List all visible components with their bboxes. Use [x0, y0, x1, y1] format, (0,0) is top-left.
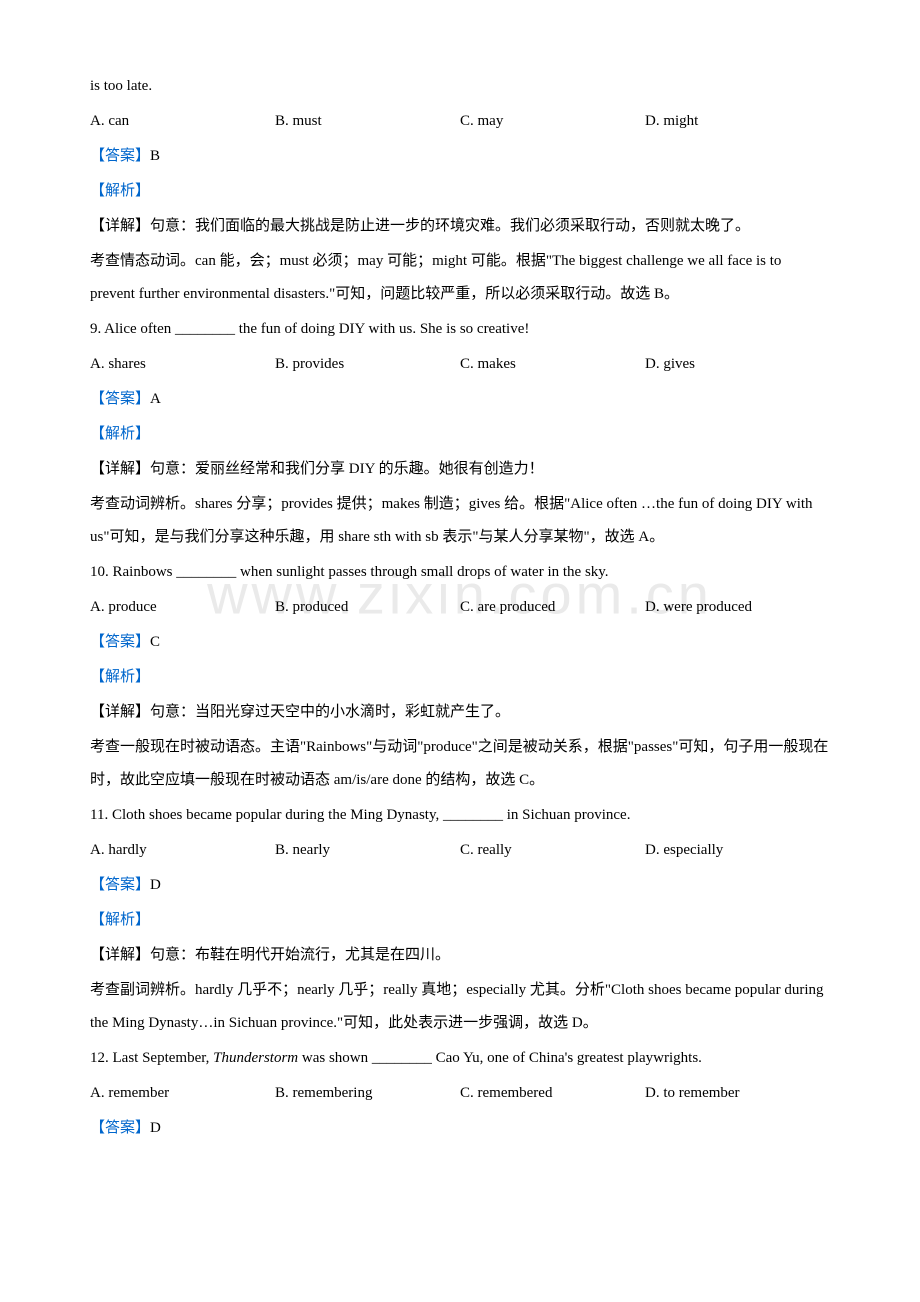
- q12-answer: 【答案】D: [90, 1112, 830, 1145]
- q8-detail2: 考查情态动词。can 能，会；must 必须；may 可能；might 可能。根…: [90, 245, 830, 311]
- q9-opt-a: A. shares: [90, 348, 275, 381]
- q8-opt-c: C. may: [460, 105, 645, 138]
- q8-stem-cont: is too late.: [90, 70, 830, 103]
- q9-stem: 9. Alice often ________ the fun of doing…: [90, 313, 830, 346]
- q10-opt-c: C. are produced: [460, 591, 645, 624]
- q12-answer-label: 【答案】: [90, 1120, 150, 1136]
- q8-answer-val: B: [150, 148, 160, 164]
- q12-opt-c: C. remembered: [460, 1077, 645, 1110]
- q8-options: A. can B. must C. may D. might: [90, 105, 830, 138]
- q10-answer: 【答案】C: [90, 626, 830, 659]
- q12-stem-post: was shown ________ Cao Yu, one of China'…: [298, 1050, 702, 1066]
- q11-answer-val: D: [150, 877, 161, 893]
- q10-detail2: 考查一般现在时被动语态。主语"Rainbows"与动词"produce"之间是被…: [90, 731, 830, 797]
- q12-opt-b: B. remembering: [275, 1077, 460, 1110]
- q8-opt-a: A. can: [90, 105, 275, 138]
- q11-options: A. hardly B. nearly C. really D. especia…: [90, 834, 830, 867]
- q11-opt-c: C. really: [460, 834, 645, 867]
- q11-answer-label: 【答案】: [90, 877, 150, 893]
- q10-stem: 10. Rainbows ________ when sunlight pass…: [90, 556, 830, 589]
- q11-stem: 11. Cloth shoes became popular during th…: [90, 799, 830, 832]
- q10-analysis-label: 【解析】: [90, 661, 830, 694]
- q9-detail1: 【详解】句意：爱丽丝经常和我们分享 DIY 的乐趣。她很有创造力！: [90, 453, 830, 486]
- q8-answer: 【答案】B: [90, 140, 830, 173]
- q10-answer-val: C: [150, 634, 160, 650]
- q10-opt-b: B. produced: [275, 591, 460, 624]
- q12-options: A. remember B. remembering C. remembered…: [90, 1077, 830, 1110]
- q12-opt-a: A. remember: [90, 1077, 275, 1110]
- q12-answer-val: D: [150, 1120, 161, 1136]
- q9-answer-label: 【答案】: [90, 391, 150, 407]
- q8-analysis-label: 【解析】: [90, 175, 830, 208]
- q9-answer-val: A: [150, 391, 161, 407]
- q10-detail1: 【详解】句意：当阳光穿过天空中的小水滴时，彩虹就产生了。: [90, 696, 830, 729]
- q10-answer-label: 【答案】: [90, 634, 150, 650]
- q11-detail1: 【详解】句意：布鞋在明代开始流行，尤其是在四川。: [90, 939, 830, 972]
- q8-answer-label: 【答案】: [90, 148, 150, 164]
- q11-opt-d: D. especially: [645, 834, 830, 867]
- q11-answer: 【答案】D: [90, 869, 830, 902]
- q8-opt-b: B. must: [275, 105, 460, 138]
- q11-detail2: 考查副词辨析。hardly 几乎不；nearly 几乎；really 真地；es…: [90, 974, 830, 1040]
- q10-options: A. produce B. produced C. are produced D…: [90, 591, 830, 624]
- q12-stem-italic: Thunderstorm: [213, 1050, 298, 1066]
- q11-analysis-label: 【解析】: [90, 904, 830, 937]
- q11-opt-b: B. nearly: [275, 834, 460, 867]
- q9-detail2: 考查动词辨析。shares 分享；provides 提供；makes 制造；gi…: [90, 488, 830, 554]
- document-content: is too late. A. can B. must C. may D. mi…: [90, 70, 830, 1145]
- q9-opt-d: D. gives: [645, 348, 830, 381]
- q12-opt-d: D. to remember: [645, 1077, 830, 1110]
- q8-detail1: 【详解】句意：我们面临的最大挑战是防止进一步的环境灾难。我们必须采取行动，否则就…: [90, 210, 830, 243]
- q12-stem-pre: 12. Last September,: [90, 1050, 213, 1066]
- q9-analysis-label: 【解析】: [90, 418, 830, 451]
- q8-opt-d: D. might: [645, 105, 830, 138]
- q12-stem: 12. Last September, Thunderstorm was sho…: [90, 1042, 830, 1075]
- q11-opt-a: A. hardly: [90, 834, 275, 867]
- q9-opt-b: B. provides: [275, 348, 460, 381]
- q10-opt-d: D. were produced: [645, 591, 830, 624]
- q9-opt-c: C. makes: [460, 348, 645, 381]
- q9-answer: 【答案】A: [90, 383, 830, 416]
- q9-options: A. shares B. provides C. makes D. gives: [90, 348, 830, 381]
- q10-opt-a: A. produce: [90, 591, 275, 624]
